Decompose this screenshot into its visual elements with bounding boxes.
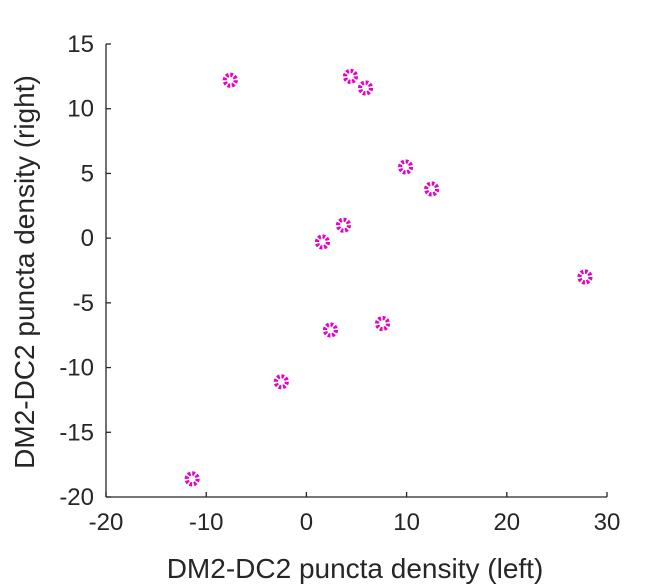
x-tick-label: 20 [493, 509, 520, 536]
y-tick-label: -10 [59, 355, 94, 382]
data-point [322, 322, 339, 338]
data-point [335, 217, 352, 233]
data-point [357, 80, 374, 96]
x-tick-label: 0 [300, 509, 313, 536]
axes [105, 44, 607, 498]
data-point [424, 181, 440, 197]
x-tick-label: -20 [89, 509, 124, 536]
x-tick-label: 30 [594, 509, 621, 536]
y-tick-label: -15 [59, 419, 94, 446]
data-point [374, 315, 391, 332]
y-tick-label: -5 [73, 290, 94, 317]
x-axis-label: DM2-DC2 puncta density (left) [167, 553, 544, 584]
data-point [577, 269, 593, 285]
x-tick-label: -10 [189, 509, 224, 536]
y-axis-label: DM2-DC2 puncta density (right) [9, 75, 40, 469]
data-point [314, 234, 331, 250]
data-point [273, 374, 289, 390]
data-points [184, 68, 593, 487]
data-point [397, 159, 414, 175]
y-tick-label: 0 [81, 225, 94, 252]
x-axis-ticks: -20 -10 0 10 20 30 [89, 492, 621, 536]
y-tick-label: 5 [81, 160, 94, 187]
data-point [222, 72, 238, 88]
data-point [184, 471, 200, 487]
y-axis-ticks: -20 -15 -10 -5 0 5 10 15 [59, 31, 111, 511]
x-tick-label: 10 [393, 509, 420, 536]
data-point [342, 68, 359, 84]
y-tick-label: 10 [67, 96, 94, 123]
y-tick-label: -20 [59, 484, 94, 511]
y-tick-label: 15 [67, 31, 94, 58]
